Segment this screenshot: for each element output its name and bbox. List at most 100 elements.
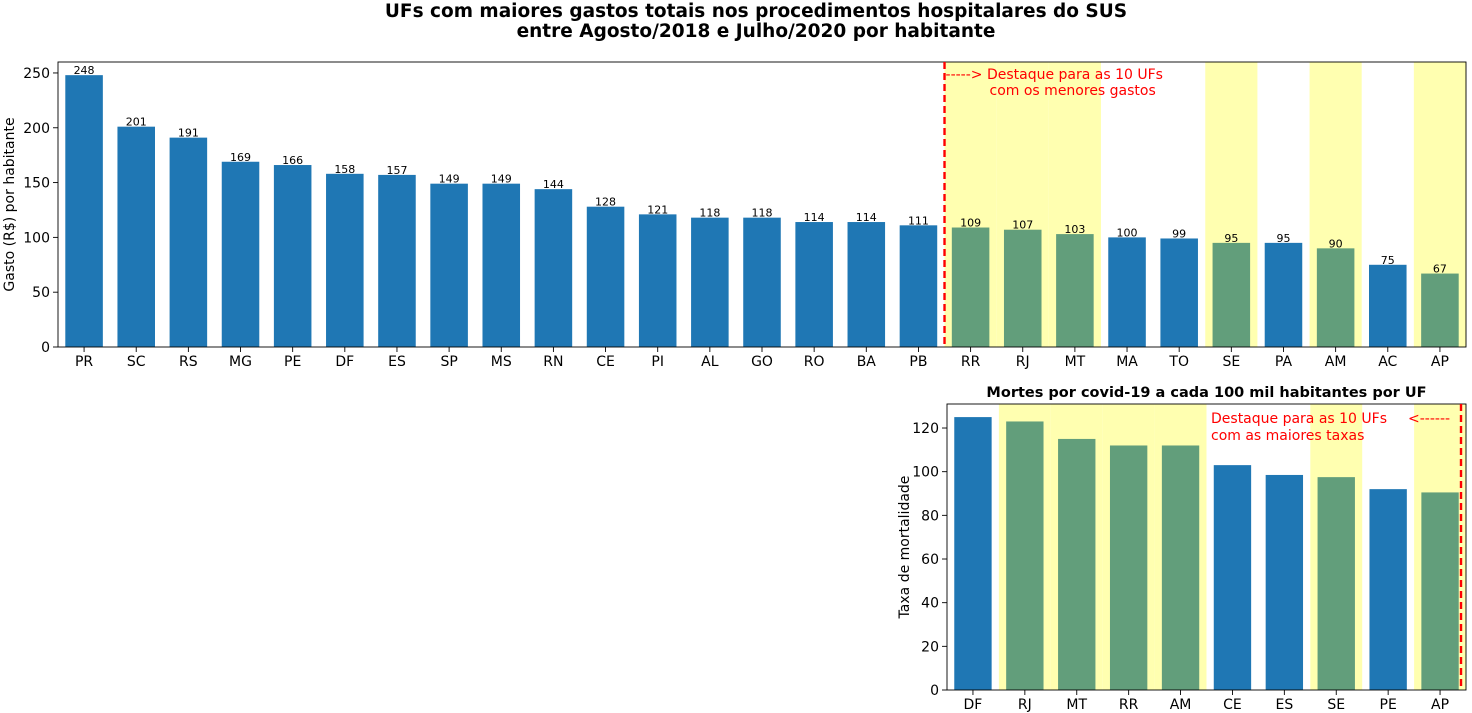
y-tick-label: 150 xyxy=(23,176,50,192)
data-label-sp: 149 xyxy=(439,173,460,186)
x-tick-label-sp: SP xyxy=(440,354,457,370)
x-tick-label-rj: RJ xyxy=(1016,354,1030,370)
x-tick-label-rj: RJ xyxy=(1018,697,1032,713)
bar-sc xyxy=(117,126,155,347)
data-label-pb: 111 xyxy=(908,214,929,227)
x-tick-label-ma: MA xyxy=(1116,354,1138,370)
annotation-line-1: Destaque para as 10 UFs xyxy=(1211,411,1387,427)
data-label-ap: 67 xyxy=(1433,263,1447,276)
data-label-es: 157 xyxy=(386,164,407,177)
bar-rj xyxy=(1006,421,1044,690)
data-label-sc: 201 xyxy=(126,116,147,129)
x-tick-label-ce: CE xyxy=(1223,697,1242,713)
y-tick-label: 0 xyxy=(930,683,939,699)
data-label-am: 90 xyxy=(1329,237,1343,250)
bar-df xyxy=(326,173,364,347)
data-label-pe: 166 xyxy=(282,154,303,167)
x-tick-label-es: ES xyxy=(388,354,406,370)
x-tick-label-se: SE xyxy=(1327,697,1345,713)
x-tick-label-df: DF xyxy=(335,354,354,370)
x-tick-label-rr: RR xyxy=(1119,697,1139,713)
bar-rn xyxy=(534,189,573,347)
x-tick-label-ac: AC xyxy=(1378,354,1397,370)
bar-ce xyxy=(586,206,625,347)
x-tick-label-mt: MT xyxy=(1065,354,1086,370)
x-tick-label-am: AM xyxy=(1325,354,1347,370)
data-label-ro: 114 xyxy=(804,211,825,224)
bar-es xyxy=(378,174,416,347)
annotation-line-2: com as maiores taxas xyxy=(1211,428,1364,444)
x-tick-label-es: ES xyxy=(1275,697,1293,713)
x-tick-label-pe: PE xyxy=(1380,697,1397,713)
bar-se xyxy=(1212,242,1251,347)
x-tick-label-ce: CE xyxy=(596,354,615,370)
x-tick-label-pe: PE xyxy=(284,354,301,370)
x-tick-label-to: TO xyxy=(1168,354,1189,370)
data-label-rn: 144 xyxy=(543,178,564,191)
bar-al xyxy=(691,217,729,347)
x-tick-label-ap: AP xyxy=(1431,697,1449,713)
data-label-rj: 107 xyxy=(1012,219,1033,232)
data-label-rr: 109 xyxy=(960,217,981,230)
x-tick-label-rr: RR xyxy=(961,354,981,370)
y-tick-label: 60 xyxy=(921,552,939,568)
y-tick-label: 50 xyxy=(32,285,50,301)
bar-ap xyxy=(1421,492,1459,690)
bar-rr xyxy=(951,227,990,347)
chart-title: Mortes por covid-19 a cada 100 mil habit… xyxy=(986,385,1426,401)
data-label-ce: 128 xyxy=(595,196,616,209)
x-tick-label-al: AL xyxy=(701,354,719,370)
figure-title-line-2: entre Agosto/2018 e Julho/2020 por habit… xyxy=(516,21,996,42)
bar-ba xyxy=(847,222,886,347)
data-label-mg: 169 xyxy=(230,151,251,164)
y-tick-label: 200 xyxy=(23,121,50,137)
bar-ac xyxy=(1369,264,1407,347)
bar-mt xyxy=(1056,234,1094,347)
bar-ma xyxy=(1108,237,1146,347)
y-tick-label: 120 xyxy=(912,421,939,437)
y-tick-label: 0 xyxy=(41,340,50,356)
data-label-go: 118 xyxy=(752,207,773,220)
axes-frame xyxy=(946,403,1467,691)
bar-mg xyxy=(221,161,260,347)
bar-rr xyxy=(1109,445,1148,690)
data-label-pr: 248 xyxy=(74,64,95,77)
figure-title: UFs com maiores gastos totais nos proced… xyxy=(0,2,1472,42)
y-tick-label: 100 xyxy=(912,465,939,481)
x-tick-label-sc: SC xyxy=(127,354,146,370)
x-tick-label-pr: PR xyxy=(75,354,93,370)
x-tick-label-mg: MG xyxy=(229,354,252,370)
y-tick-label: 250 xyxy=(23,66,50,82)
bar-pi xyxy=(638,214,677,347)
y-axis-label: Taxa de mortalidade xyxy=(897,476,913,620)
data-label-pa: 95 xyxy=(1276,232,1290,245)
data-label-rs: 191 xyxy=(178,127,199,140)
bar-rs xyxy=(169,137,208,347)
bar-mt xyxy=(1058,438,1096,690)
bar-pe xyxy=(273,165,312,347)
bar-pa xyxy=(1264,242,1303,347)
x-tick-label-go: GO xyxy=(751,354,773,370)
bar-se xyxy=(1317,477,1355,690)
x-tick-label-pi: PI xyxy=(651,354,664,370)
x-tick-label-ap: AP xyxy=(1431,354,1449,370)
data-label-df: 158 xyxy=(334,163,355,176)
bar-pb xyxy=(899,225,938,347)
bar-to xyxy=(1160,238,1198,347)
data-label-al: 118 xyxy=(699,207,720,220)
bar-go xyxy=(743,217,781,347)
data-label-mt: 103 xyxy=(1064,223,1085,236)
bar-rj xyxy=(1003,229,1042,347)
data-label-pi: 121 xyxy=(647,203,668,216)
bar-es xyxy=(1265,474,1304,690)
figure-title-line-1: UFs com maiores gastos totais nos proced… xyxy=(384,1,1128,22)
bar-ap xyxy=(1421,273,1459,347)
x-tick-label-ba: BA xyxy=(857,354,877,370)
bar-am xyxy=(1316,248,1355,347)
data-label-ms: 149 xyxy=(491,173,512,186)
y-tick-label: 20 xyxy=(921,639,939,655)
y-tick-label: 40 xyxy=(921,596,939,612)
annotation-arrow: <------ xyxy=(1408,411,1450,427)
bar-pe xyxy=(1369,489,1407,690)
